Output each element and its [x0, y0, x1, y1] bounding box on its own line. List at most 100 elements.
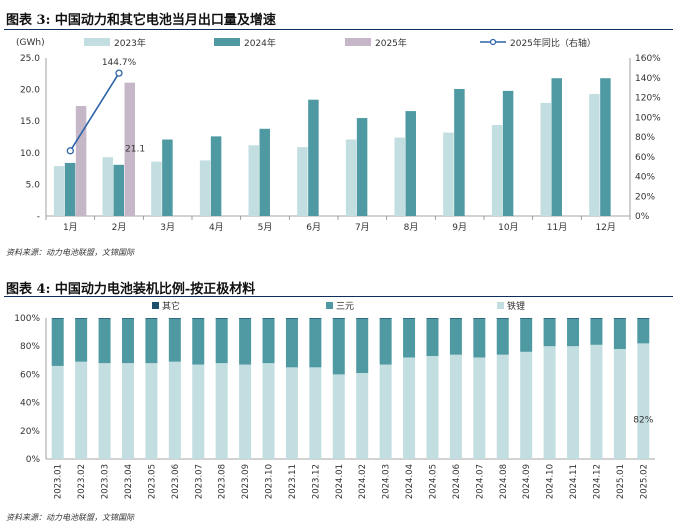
yoy-point [66, 147, 74, 155]
legend-2023-swatch [84, 38, 110, 46]
bar-other [309, 318, 322, 319]
x-tick-label: 2023.01 [54, 464, 64, 499]
bar-2024 [454, 88, 465, 216]
bar-lfp [426, 356, 439, 459]
legend-yoy-label: 2025年同比（右轴） [510, 37, 596, 49]
bar-other [215, 318, 228, 319]
legend-2023-label: 2023年 [114, 37, 146, 49]
bar-other [613, 318, 626, 319]
x-tick-label: 7月 [355, 222, 370, 233]
bar-ternary [239, 318, 252, 365]
x-tick-label: 2023.03 [101, 464, 111, 499]
bar-2023 [102, 157, 113, 216]
y-tick-label: 20.0 [20, 86, 40, 96]
legend-yoy-marker [489, 38, 497, 46]
x-tick-label: 2023.12 [311, 464, 321, 499]
bar-2023 [297, 147, 308, 216]
bar-lfp [51, 365, 64, 459]
bar-other [262, 318, 275, 319]
bar-lfp [309, 367, 322, 459]
bar-lfp [285, 367, 298, 459]
x-tick-label: 5月 [258, 222, 273, 233]
bar-ternary [332, 318, 345, 375]
y-tick-label: 20% [20, 427, 40, 437]
x-tick-label: 2024.03 [382, 464, 392, 499]
legend-other-label: 其它 [162, 300, 180, 312]
bar-other [98, 318, 111, 319]
bar-other [426, 318, 439, 319]
x-tick-label: 2023.02 [77, 464, 87, 499]
bar-other [637, 318, 650, 319]
bar-2024 [502, 90, 514, 216]
bar-ternary [403, 318, 416, 358]
bar-ternary [590, 318, 603, 345]
bar-lfp [168, 361, 181, 459]
bar-lfp [473, 357, 486, 459]
bar-2023 [53, 166, 65, 216]
yoy-point [115, 69, 123, 77]
x-tick-label: 2024.07 [475, 464, 485, 499]
bar-ternary [285, 318, 298, 368]
y2-tick-label: 20% [635, 192, 655, 202]
bar-other [145, 318, 158, 319]
x-tick-label: 2024.10 [546, 464, 556, 499]
x-tick-label: 2023.11 [288, 464, 298, 499]
bar-ternary [309, 318, 322, 368]
y-tick-label: 25.0 [20, 54, 40, 64]
legend-ternary-swatch [326, 302, 333, 309]
bar-other [496, 318, 509, 319]
bar-ternary [543, 318, 556, 347]
y2-tick-label: 120% [635, 94, 661, 104]
bar-lfp [332, 374, 345, 459]
bar-ternary [262, 318, 275, 364]
bar-2024 [405, 111, 416, 216]
figure1-title: 图表 3: 中国动力和其它电池当月出口量及增速 [6, 13, 276, 28]
y-tick-label: - [37, 212, 40, 222]
x-tick-label: 2023.10 [265, 464, 275, 499]
bar-lfp [379, 364, 392, 459]
bar-lfp [403, 357, 416, 459]
yoy-line [69, 72, 120, 152]
x-tick-label: 2025.02 [639, 464, 649, 499]
bar-2023 [443, 132, 454, 216]
legend-ternary-label: 三元 [336, 302, 354, 312]
x-tick-label: 2024.01 [335, 464, 345, 499]
bar-annotation: 21.1 [125, 145, 145, 155]
bar-ternary [356, 318, 369, 373]
legend-2025-swatch [345, 38, 371, 46]
x-tick-label: 6月 [306, 222, 321, 233]
export-chart: (GWh) 2023年 2024年 2025年 2025年同比（右轴） - 5.0 10.0 1… [16, 37, 661, 233]
x-tick-label: 2023.06 [171, 464, 181, 499]
bar-2024 [600, 78, 611, 216]
bar-other [285, 318, 298, 319]
lfp-annotation: 82% [633, 415, 653, 425]
bar-other [51, 318, 64, 319]
figure1-title-rule [4, 29, 673, 30]
y-tick-label: 100% [14, 314, 40, 324]
bar-other [356, 318, 369, 319]
x-tick-label: 11月 [547, 222, 567, 233]
figure1-source: 资料来源：动力电池联盟，文锦国际 [6, 248, 134, 257]
x-tick-label: 1月 [63, 222, 78, 233]
legend-lfp-label: 铁锂 [507, 300, 525, 312]
y2-tick-label: 60% [635, 153, 655, 163]
bar-2023 [345, 139, 357, 216]
x-tick-label: 2024.09 [522, 464, 532, 499]
bar-2024 [210, 136, 222, 216]
y-tick-label: 5.0 [26, 180, 41, 190]
bar-2023 [248, 145, 259, 216]
x-tick-label: 2024.12 [592, 464, 602, 499]
bar-lfp [356, 372, 369, 459]
bar-other [379, 318, 392, 319]
x-tick-label: 2023.07 [194, 464, 204, 499]
x-tick-label: 2024.06 [452, 464, 462, 499]
x-tick-label: 2024.02 [358, 464, 368, 499]
bar-lfp [590, 344, 603, 459]
bar-lfp [239, 364, 252, 459]
y2-tick-label: 0% [635, 212, 650, 222]
y-tick-label: 60% [20, 370, 40, 380]
bar-ternary [75, 318, 88, 362]
legend-lfp-swatch [497, 302, 504, 309]
x-tick-label: 9月 [452, 222, 467, 233]
bar-other [192, 318, 205, 319]
